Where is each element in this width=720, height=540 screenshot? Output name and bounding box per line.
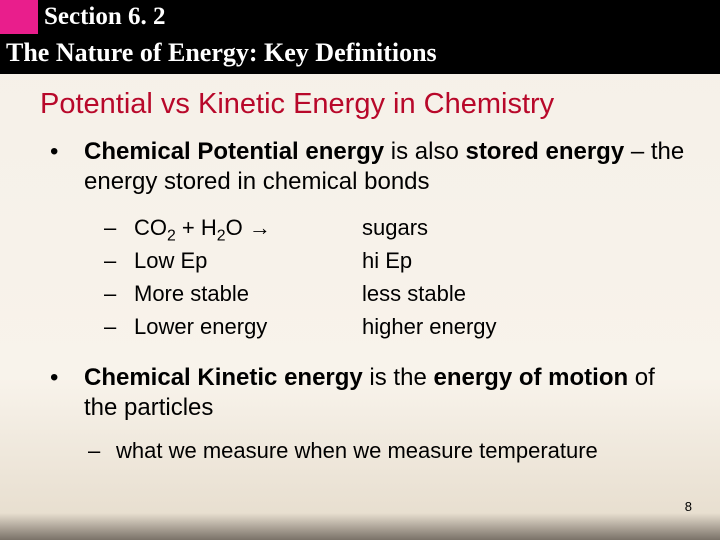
text: O <box>226 215 249 240</box>
dash: – <box>104 277 134 310</box>
comparison-left: More stable <box>134 277 362 310</box>
accent-block <box>0 0 38 34</box>
text: is also <box>384 138 465 165</box>
comparison-row: – More stable less stable <box>104 277 690 310</box>
arrow-icon: → <box>249 215 271 240</box>
comparison-left: Low Ep <box>134 244 362 277</box>
comparison-list: – CO2 + H2O → sugars – Low Ep hi Ep – Mo… <box>40 211 690 343</box>
sub-bullet: – what we measure when we measure temper… <box>40 437 690 466</box>
sub-bullet-text: what we measure when we measure temperat… <box>116 437 598 466</box>
comparison-right: hi Ep <box>362 244 690 277</box>
comparison-left: CO2 + H2O → <box>134 211 362 244</box>
subscript: 2 <box>217 227 226 244</box>
text-bold: energy of motion <box>433 364 628 391</box>
subscript: 2 <box>167 227 176 244</box>
page-number: 8 <box>685 499 692 514</box>
dash: – <box>104 211 134 244</box>
comparison-row: – Lower energy higher energy <box>104 310 690 343</box>
comparison-right: higher energy <box>362 310 690 343</box>
text-bold: Chemical Potential energy <box>84 138 384 165</box>
bullet-dot: • <box>50 137 84 197</box>
comparison-right: less stable <box>362 277 690 310</box>
comparison-left: Lower energy <box>134 310 362 343</box>
bullet-potential: • Chemical Potential energy is also stor… <box>40 137 690 197</box>
bullet-dot: • <box>50 363 84 423</box>
section-label: Section 6. 2 <box>44 3 166 31</box>
text: is the <box>363 364 434 391</box>
dash: – <box>104 310 134 343</box>
comparison-right: sugars <box>362 211 690 244</box>
dash: – <box>104 244 134 277</box>
header-subtitle: The Nature of Energy: Key Definitions <box>6 38 437 68</box>
text: + H <box>176 215 217 240</box>
text-bold: stored energy <box>465 138 624 165</box>
text-bold: Chemical Kinetic energy <box>84 364 363 391</box>
bullet-text: Chemical Kinetic energy is the energy of… <box>84 363 690 423</box>
slide-content: Potential vs Kinetic Energy in Chemistry… <box>0 74 720 466</box>
dash: – <box>88 437 116 466</box>
slide-title: Potential vs Kinetic Energy in Chemistry <box>40 88 690 121</box>
header-bar: Section 6. 2 The Nature of Energy: Key D… <box>0 0 720 74</box>
comparison-row: – Low Ep hi Ep <box>104 244 690 277</box>
comparison-row: – CO2 + H2O → sugars <box>104 211 690 244</box>
text: CO <box>134 215 167 240</box>
bullet-text: Chemical Potential energy is also stored… <box>84 137 690 197</box>
bullet-kinetic: • Chemical Kinetic energy is the energy … <box>40 363 690 423</box>
